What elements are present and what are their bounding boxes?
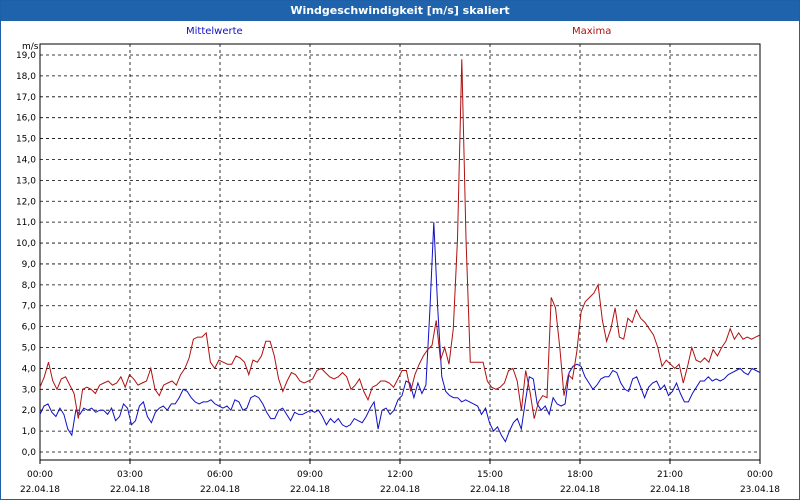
y-tick-label: 13,0 bbox=[16, 176, 36, 186]
y-tick-label: 5,0 bbox=[22, 344, 37, 354]
x-tick-time: 12:00 bbox=[387, 470, 413, 480]
x-tick-time: 15:00 bbox=[477, 470, 503, 480]
x-tick-date: 22.04.18 bbox=[650, 485, 690, 495]
x-tick-date: 23.04.18 bbox=[740, 485, 780, 495]
x-tick-time: 06:00 bbox=[207, 470, 233, 480]
x-tick-time: 18:00 bbox=[567, 470, 593, 480]
y-tick-label: 7,0 bbox=[22, 302, 37, 312]
y-tick-label: 12,0 bbox=[16, 197, 36, 207]
y-tick-label: 14,0 bbox=[16, 155, 36, 165]
x-tick-time: 00:00 bbox=[27, 470, 53, 480]
x-tick-time: 21:00 bbox=[657, 470, 683, 480]
y-tick-label: 19,0 bbox=[16, 51, 36, 61]
y-tick-label: 10,0 bbox=[16, 239, 36, 249]
y-axis-unit: m/s bbox=[22, 42, 39, 52]
x-tick-date: 22.04.18 bbox=[380, 485, 420, 495]
x-tick-date: 22.04.18 bbox=[290, 485, 330, 495]
y-tick-label: 8,0 bbox=[22, 281, 37, 291]
x-tick-date: 22.04.18 bbox=[560, 485, 600, 495]
x-tick-date: 22.04.18 bbox=[110, 485, 150, 495]
series-line-mittelwerte bbox=[39, 222, 761, 443]
y-tick-label: 2,0 bbox=[22, 406, 37, 416]
y-tick-label: 6,0 bbox=[22, 323, 37, 333]
y-tick-label: 16,0 bbox=[16, 114, 36, 124]
y-tick-label: 15,0 bbox=[16, 135, 36, 145]
y-tick-label: 18,0 bbox=[16, 72, 36, 82]
window-title: Windgeschwindigkeit [m/s] skaliert bbox=[1, 1, 799, 21]
legend-mittelwerte: Mittelwerte bbox=[186, 26, 243, 37]
x-tick-date: 22.04.18 bbox=[20, 485, 60, 495]
x-tick-time: 00:00 bbox=[747, 470, 773, 480]
y-tick-label: 1,0 bbox=[22, 427, 37, 437]
y-tick-label: 9,0 bbox=[22, 260, 37, 270]
x-tick-time: 03:00 bbox=[117, 470, 143, 480]
y-tick-label: 0,0 bbox=[22, 448, 37, 458]
x-tick-date: 22.04.18 bbox=[200, 485, 240, 495]
series-line-maxima bbox=[39, 59, 761, 419]
legend-maxima: Maxima bbox=[572, 26, 612, 37]
x-tick-time: 09:00 bbox=[297, 470, 323, 480]
y-tick-label: 4,0 bbox=[22, 364, 37, 374]
y-tick-label: 3,0 bbox=[22, 385, 37, 395]
y-tick-label: 11,0 bbox=[16, 218, 36, 228]
y-tick-label: 17,0 bbox=[16, 93, 36, 103]
x-tick-date: 22.04.18 bbox=[470, 485, 510, 495]
